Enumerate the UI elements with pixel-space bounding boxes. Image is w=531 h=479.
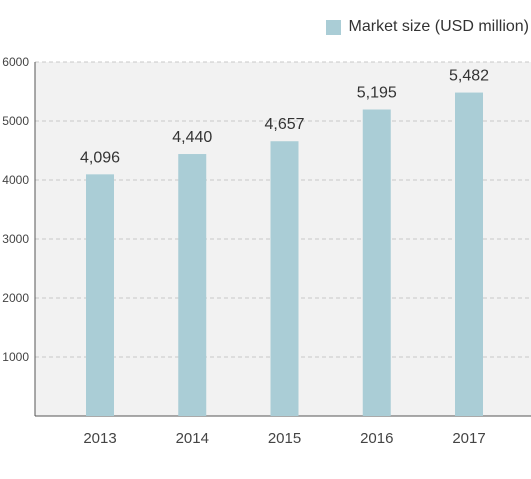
- y-tick-label: 3000: [2, 232, 29, 246]
- x-tick-label: 2015: [268, 430, 301, 447]
- y-tick-label: 4000: [2, 173, 29, 187]
- y-tick-label: 6000: [2, 55, 29, 69]
- y-tick-label: 5000: [2, 114, 29, 128]
- bar: [270, 141, 299, 416]
- x-tick-label: 2016: [360, 430, 393, 447]
- data-label: 4,657: [264, 116, 304, 133]
- chart-legend: Market size (USD million): [325, 18, 529, 36]
- bar: [455, 92, 483, 416]
- x-tick-label: 2013: [83, 430, 116, 447]
- data-label: 5,482: [449, 68, 489, 85]
- bar: [178, 154, 207, 417]
- legend-label: Market size (USD million): [348, 18, 529, 35]
- x-tick-label: 2014: [176, 430, 209, 447]
- y-tick-label: 2000: [2, 291, 29, 305]
- bar: [86, 174, 114, 416]
- x-tick-label: 2017: [452, 430, 485, 447]
- data-label: 4,096: [80, 149, 120, 166]
- y-tick-label: 1000: [2, 350, 29, 364]
- data-label: 5,195: [357, 84, 397, 101]
- legend-swatch: [325, 19, 341, 35]
- data-label: 4,440: [172, 129, 212, 146]
- bar: [362, 109, 391, 417]
